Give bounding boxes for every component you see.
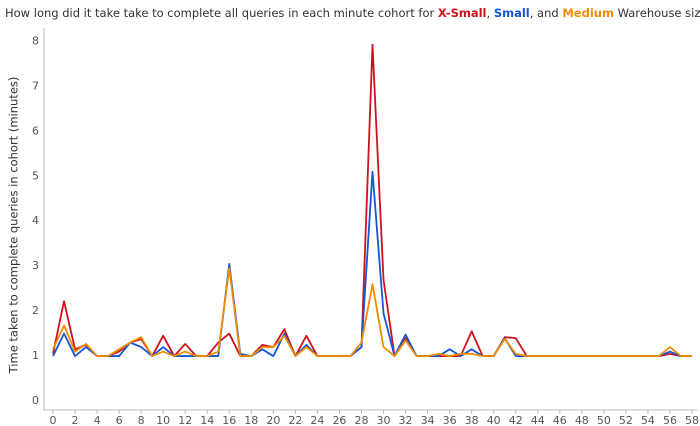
x-tick-label: 10 — [156, 414, 170, 426]
y-tick-label: 3 — [32, 259, 39, 272]
x-tick-label: 12 — [178, 414, 192, 426]
title-series: X-Small — [438, 6, 487, 20]
x-tick-label: 36 — [443, 414, 457, 426]
x-tick-label: 2 — [72, 414, 79, 426]
x-tick-label: 26 — [332, 414, 346, 426]
series-line — [52, 267, 692, 357]
x-tick-label: 16 — [222, 414, 236, 426]
title-text: Warehouse sizes with QAS? — [614, 6, 700, 20]
x-tick-label: 42 — [509, 414, 523, 426]
y-tick-label: 1 — [32, 349, 39, 362]
x-tick-label: 50 — [597, 414, 611, 426]
x-tick-label: 8 — [138, 414, 145, 426]
x-tick-label: 18 — [244, 414, 258, 426]
chart-title: How long did it take take to complete al… — [5, 6, 700, 20]
x-tick-label: 32 — [399, 414, 413, 426]
title-text: How long did it take take to complete al… — [5, 6, 438, 20]
x-tick-label: 38 — [465, 414, 479, 426]
title-text: , — [487, 6, 494, 20]
title-text: , and — [530, 6, 563, 20]
x-tick-label: 14 — [200, 414, 214, 426]
x-tick-label: 58 — [685, 414, 699, 426]
x-tick-label: 28 — [354, 414, 368, 426]
y-tick-label: 2 — [32, 304, 39, 317]
x-tick-label: 52 — [619, 414, 633, 426]
x-tick-label: 24 — [310, 414, 324, 426]
x-tick-label: 40 — [487, 414, 501, 426]
x-tick-label: 30 — [377, 414, 391, 426]
x-tick-label: 6 — [116, 414, 123, 426]
x-tick-label: 54 — [641, 414, 655, 426]
y-tick-label: 8 — [32, 34, 39, 47]
series-line — [52, 170, 692, 357]
title-series: Small — [494, 6, 530, 20]
y-tick-label: 0 — [32, 394, 39, 407]
x-tick-label: 34 — [421, 414, 435, 426]
x-tick-label: 46 — [553, 414, 567, 426]
y-tick-label: 4 — [32, 214, 39, 227]
x-tick-label: 44 — [531, 414, 545, 426]
x-tick-label: 4 — [94, 414, 101, 426]
x-tick-label: 56 — [663, 414, 677, 426]
x-tick-label: 20 — [266, 414, 280, 426]
title-series: Medium — [562, 6, 614, 20]
x-tick-label: 48 — [575, 414, 589, 426]
y-tick-label: 5 — [32, 169, 39, 182]
series-line — [52, 43, 692, 357]
y-tick-label: 6 — [32, 124, 39, 137]
y-tick-label: 7 — [32, 79, 39, 92]
x-tick-label: 0 — [50, 414, 57, 426]
x-tick-label: 22 — [288, 414, 302, 426]
y-axis-label: Time taken to complete queries in cohort… — [7, 77, 21, 375]
